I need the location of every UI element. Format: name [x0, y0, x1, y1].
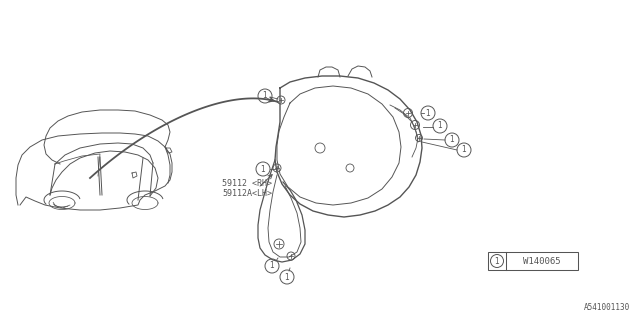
Text: 59112A<LH>: 59112A<LH> — [222, 189, 272, 198]
Text: W140065: W140065 — [523, 257, 561, 266]
Text: 1: 1 — [461, 146, 467, 155]
Text: 1: 1 — [260, 164, 266, 173]
Text: 1: 1 — [262, 92, 268, 100]
Text: 59112 <RH>: 59112 <RH> — [222, 180, 272, 188]
Text: 1: 1 — [495, 257, 499, 266]
Text: 1: 1 — [438, 122, 442, 131]
Text: 1: 1 — [426, 108, 430, 117]
Text: 1: 1 — [269, 261, 275, 270]
Bar — [488, 252, 578, 270]
Text: 1: 1 — [450, 135, 454, 145]
Text: A541001130: A541001130 — [584, 303, 630, 312]
Text: 1: 1 — [285, 273, 289, 282]
